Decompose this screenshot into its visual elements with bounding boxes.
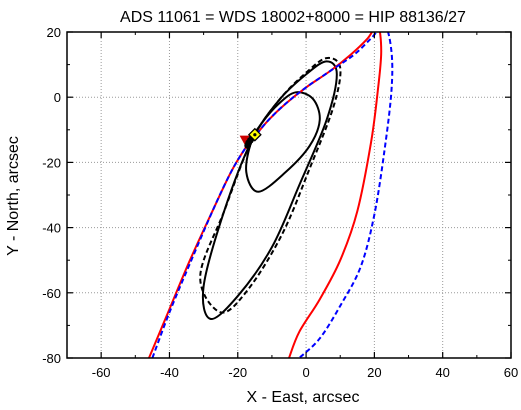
x-tick-label: 40	[435, 365, 449, 380]
y-tick-label: 20	[47, 25, 61, 40]
y-tick-label: -20	[42, 155, 61, 170]
y-tick-label: -80	[42, 351, 61, 366]
series-layer	[148, 32, 394, 358]
plot-area	[148, 32, 394, 358]
y-tick-label: -60	[42, 286, 61, 301]
x-tick-label: -20	[228, 365, 247, 380]
tick-marks	[66, 31, 512, 359]
series-curve-0	[245, 91, 321, 193]
y-tick-label: 0	[54, 90, 61, 105]
series-curve-4	[151, 32, 394, 358]
marker-layer	[239, 127, 262, 149]
tick-labels: -60 -40 -20 0 20 40 60 20 0 -20 -40 -60 -80	[42, 25, 518, 380]
x-axis-label: X - East, arcsec	[247, 389, 360, 406]
x-tick-label: -60	[92, 365, 111, 380]
series-curve-2	[199, 56, 342, 314]
marker-diamond-center-7	[253, 133, 257, 137]
x-tick-label: -40	[160, 365, 179, 380]
chart-title: ADS 11061 = WDS 18002+8000 = HIP 88136/2…	[120, 9, 466, 26]
marker-point-6	[244, 142, 252, 149]
x-tick-label: 0	[302, 365, 309, 380]
x-tick-label: 60	[504, 365, 518, 380]
x-tick-label: 20	[367, 365, 381, 380]
marker-triangle-0	[239, 135, 250, 145]
y-axis-label: Y - North, arcsec	[5, 136, 22, 256]
y-tick-label: -40	[42, 221, 61, 236]
series-curve-1	[201, 60, 338, 320]
